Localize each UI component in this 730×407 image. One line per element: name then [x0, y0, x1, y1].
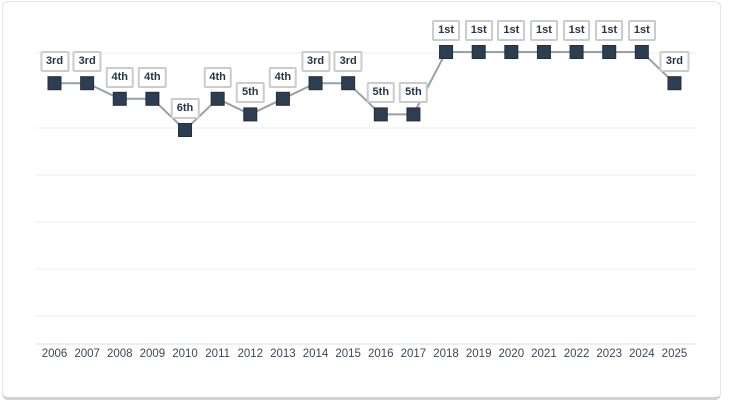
x-axis-label-2014: 2014 [302, 348, 329, 360]
data-point-marker-2010[interactable] [178, 123, 193, 137]
rank-label-2025: 3rd [659, 51, 690, 73]
rank-label-2015: 3rd [333, 51, 363, 73]
x-axis-label-2018: 2018 [433, 348, 459, 360]
x-axis-label-2006: 2006 [41, 348, 68, 360]
x-axis-label-2016: 2016 [368, 348, 394, 360]
data-point-marker-2008[interactable] [112, 91, 127, 106]
rank-label-2012: 5th [236, 82, 265, 104]
series-line [54, 51, 676, 132]
x-axis-label-2011: 2011 [205, 348, 231, 360]
data-point-marker-2006[interactable] [47, 76, 62, 91]
rank-label-2013: 4th [268, 66, 298, 88]
rank-label-2011: 4th [203, 66, 232, 88]
rank-label-2007: 3rd [72, 51, 102, 73]
x-axis-label-2009: 2009 [139, 348, 166, 360]
data-point-marker-2016[interactable] [373, 107, 388, 122]
data-point-marker-2022[interactable] [569, 45, 584, 59]
data-point-marker-2015[interactable] [341, 76, 356, 91]
x-axis-label-2025: 2025 [661, 348, 688, 360]
x-axis-label-2020: 2020 [498, 348, 525, 360]
data-point-marker-2013[interactable] [275, 91, 290, 106]
data-point-marker-2023[interactable] [602, 45, 617, 59]
data-point-marker-2024[interactable] [634, 45, 649, 59]
rank-label-2014: 3rd [300, 51, 331, 73]
data-point-marker-2018[interactable] [439, 45, 454, 59]
rank-label-2010: 6th [170, 98, 200, 119]
data-point-marker-2012[interactable] [243, 107, 258, 122]
x-axis-label-2010: 2010 [172, 348, 198, 360]
data-point-marker-2017[interactable] [406, 107, 421, 122]
x-axis-label-2021: 2021 [531, 348, 557, 360]
rank-label-2022: 1st [562, 20, 591, 41]
rank-label-2024: 1st [627, 20, 656, 41]
rank-label-2008: 4th [105, 66, 134, 88]
data-point-marker-2019[interactable] [471, 45, 486, 59]
x-axis-label-2013: 2013 [270, 348, 296, 360]
x-axis-label-2007: 2007 [74, 348, 100, 360]
x-axis-label-2023: 2023 [596, 348, 622, 360]
x-axis-label-2008: 2008 [106, 348, 133, 360]
rank-label-2023: 1st [595, 20, 624, 41]
rank-label-2021: 1st [529, 20, 558, 41]
rank-label-2019: 1st [464, 20, 493, 41]
x-axis-label-2012: 2012 [237, 348, 264, 360]
x-axis-label-2015: 2015 [335, 348, 361, 360]
x-axis-label-2019: 2019 [465, 348, 492, 360]
x-axis-label-2022: 2022 [563, 348, 590, 360]
data-point-marker-2025[interactable] [667, 76, 682, 91]
rank-label-2009: 4th [138, 66, 167, 88]
data-point-marker-2020[interactable] [504, 45, 519, 59]
x-axis-label-2017: 2017 [400, 348, 427, 360]
x-axis-label-2024: 2024 [629, 348, 655, 360]
rank-label-2017: 5th [399, 82, 428, 104]
rank-label-2020: 1st [497, 20, 526, 41]
data-point-marker-2007[interactable] [80, 76, 95, 91]
rank-label-2016: 5th [366, 82, 396, 104]
data-point-marker-2011[interactable] [210, 91, 225, 106]
data-point-marker-2009[interactable] [145, 91, 160, 106]
rank-label-2006: 3rd [39, 51, 70, 73]
data-point-marker-2021[interactable] [536, 45, 551, 59]
data-point-marker-2014[interactable] [308, 76, 323, 91]
rank-label-2018: 1st [432, 20, 460, 41]
